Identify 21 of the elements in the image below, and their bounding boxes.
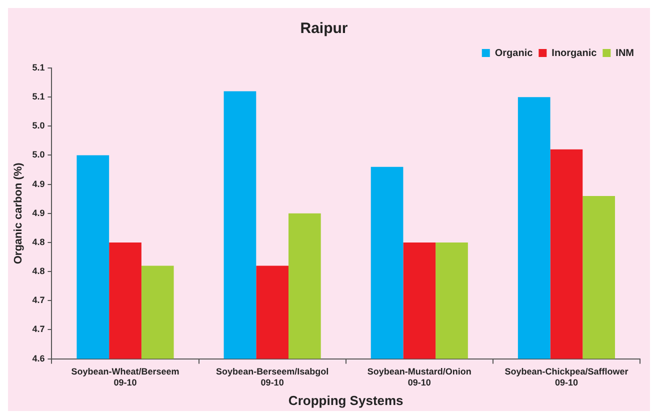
x-tick-label: Soybean-Chickpea/Safflower 09-10 (504, 366, 629, 388)
legend-label: INM (616, 48, 634, 59)
y-tick-label: 4.8 (32, 266, 45, 276)
y-tick-label: 5.0 (32, 150, 45, 160)
y-tick-label: 4.7 (32, 324, 45, 334)
y-tick-label: 4.9 (32, 178, 45, 189)
y-tick-label: 4.7 (32, 295, 45, 306)
x-tick-label: Soybean-Berseem/Isabgol 09-10 (216, 366, 329, 388)
legend-label: Organic (494, 48, 534, 59)
x-tick-label: Soybean-Wheat/Berseem 09-10 (71, 366, 180, 388)
y-tick-label: 5.1 (32, 62, 45, 72)
x-tick-label: Soybean-Mustard/Onion 09-10 (367, 366, 472, 388)
legend-label: Inorganic (552, 48, 598, 59)
y-tick-label: 4.8 (32, 236, 45, 247)
y-tick-label: 4.9 (32, 208, 45, 218)
y-axis-title: Organic carbon (%) (12, 162, 25, 264)
x-axis-title: Cropping Systems (288, 392, 404, 408)
y-tick-label: 5.0 (32, 120, 45, 131)
y-tick-label: 4.6 (32, 353, 45, 364)
y-tick-label: 5.1 (32, 92, 45, 102)
chart-title: Raipur (300, 20, 348, 38)
